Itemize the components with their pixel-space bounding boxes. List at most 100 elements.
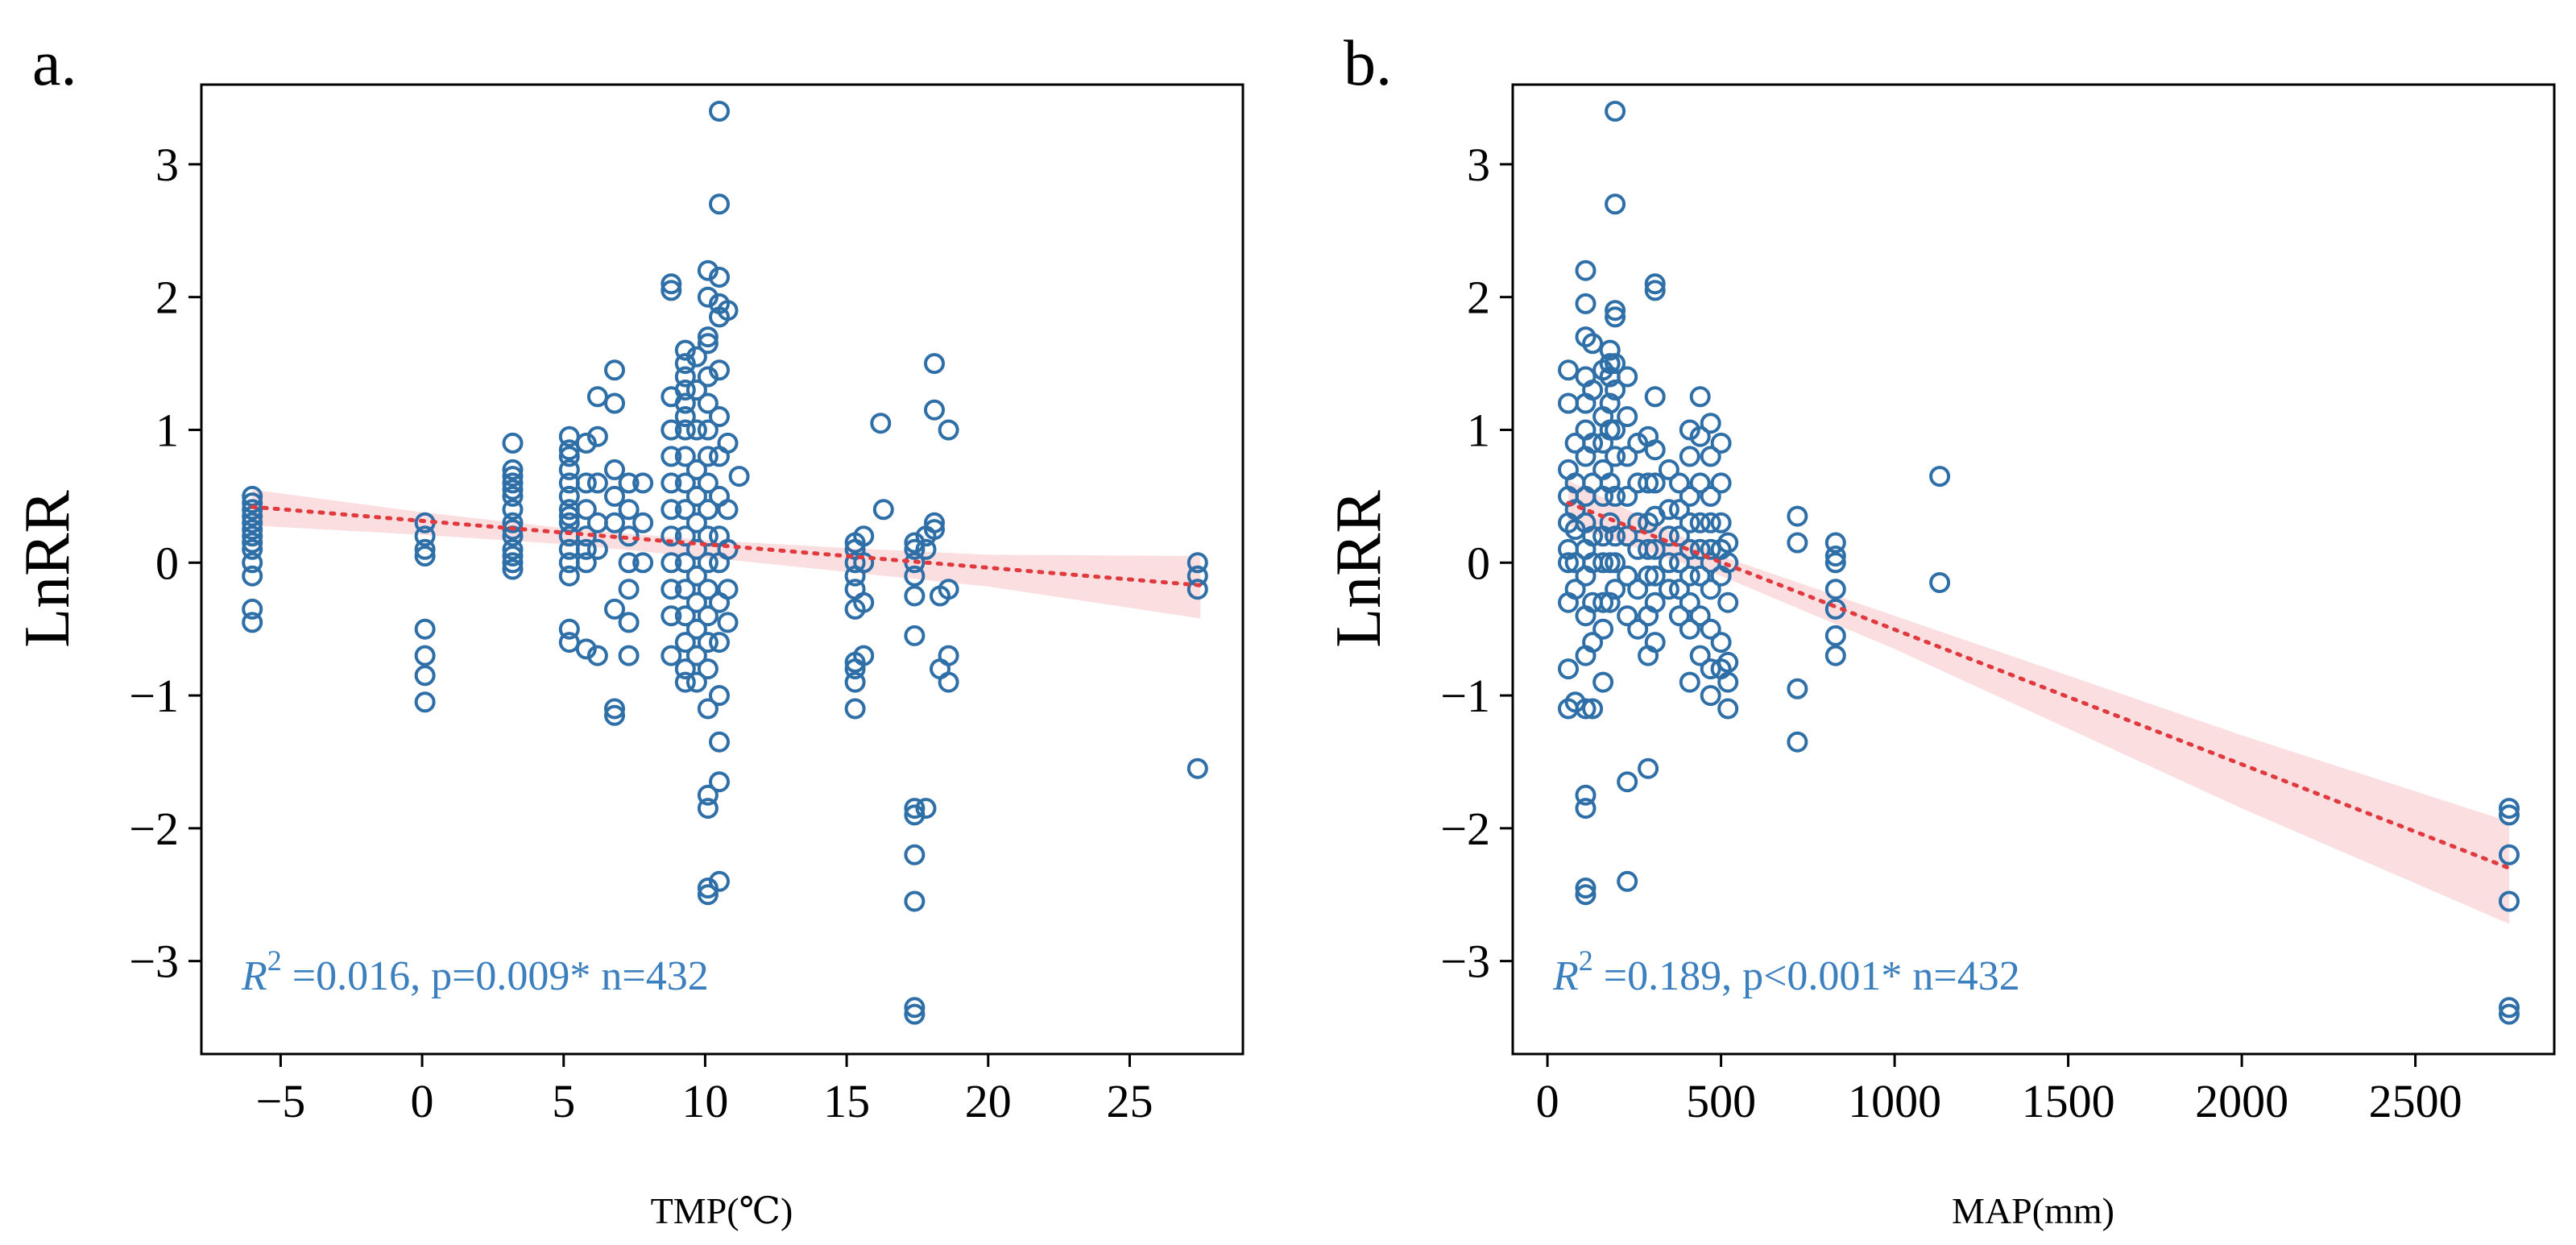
data-point (844, 698, 866, 720)
data-point (697, 366, 719, 388)
data-point (709, 359, 730, 381)
data-point (904, 1003, 926, 1025)
data-point (661, 499, 682, 521)
points-b (1558, 101, 2520, 1025)
data-point (697, 472, 719, 494)
data-point (674, 339, 696, 361)
data-point (697, 392, 719, 414)
y-tick-label: 3 (1467, 139, 1490, 191)
data-point (674, 353, 696, 375)
data-point (1644, 439, 1666, 461)
data-point (604, 512, 625, 533)
data-point (697, 259, 719, 281)
data-point (502, 499, 524, 521)
data-point (685, 419, 707, 441)
data-point (1627, 432, 1649, 454)
data-point (242, 492, 263, 514)
data-point (242, 612, 263, 633)
data-point (586, 472, 608, 494)
x-ticks-b: 0 500 1000 1500 2000 2500 (1536, 1054, 2462, 1127)
data-point (674, 632, 696, 654)
data-point (1627, 512, 1649, 533)
data-point (1644, 632, 1666, 654)
data-point (1617, 366, 1638, 388)
data-point (661, 472, 682, 494)
data-point (1717, 651, 1739, 673)
x-tick-label: 2000 (2195, 1075, 2288, 1127)
y-ticks-a: −3 −2 −1 0 1 2 3 (129, 139, 201, 988)
data-point (915, 798, 937, 820)
y-tick-label: 1 (155, 404, 179, 456)
x-tick-label: −5 (256, 1075, 306, 1127)
data-point (1658, 499, 1679, 521)
data-point (1700, 538, 1721, 560)
x-tick-label: 1000 (1848, 1075, 1941, 1127)
data-point (697, 552, 719, 574)
data-point (586, 512, 608, 533)
data-point (685, 346, 707, 367)
data-point (1679, 591, 1700, 613)
data-point (685, 485, 707, 507)
data-point (242, 598, 263, 620)
data-point (844, 671, 866, 693)
data-point (938, 419, 959, 441)
data-point (717, 612, 739, 633)
data-point (661, 552, 682, 574)
data-point (685, 645, 707, 666)
data-point (1717, 591, 1739, 613)
p-value-b: p<0.001* (1742, 953, 1902, 999)
n-value-a: n=432 (601, 953, 708, 999)
data-point (1605, 353, 1626, 375)
data-point (1658, 459, 1679, 480)
data-point (618, 612, 640, 633)
data-point (697, 605, 719, 627)
data-point (618, 472, 640, 494)
data-point (717, 300, 739, 322)
data-point (938, 579, 959, 600)
panel-label-b: b. (1344, 28, 1392, 99)
data-point (1689, 605, 1711, 627)
data-point (1824, 546, 1846, 566)
data-point (618, 645, 640, 666)
data-point (632, 552, 654, 574)
data-point (502, 485, 524, 507)
data-point (1700, 485, 1721, 507)
plot-frame-b (1511, 83, 2556, 1056)
data-point (685, 512, 707, 533)
y-axis-label-a: LnRR (12, 490, 83, 648)
data-point (1689, 645, 1711, 666)
data-point (558, 446, 580, 467)
data-point (502, 472, 524, 494)
data-point (1717, 532, 1739, 554)
data-point (661, 605, 682, 627)
data-point (1929, 466, 1951, 488)
data-point (1638, 757, 1659, 779)
data-point (1575, 293, 1597, 314)
y-tick-label: −2 (129, 803, 179, 855)
data-point (1617, 485, 1638, 507)
data-point (697, 446, 719, 467)
data-point (1617, 446, 1638, 467)
y-tick-label: −1 (1440, 670, 1490, 722)
data-point (1564, 579, 1586, 600)
data-point (1668, 499, 1690, 521)
data-point (1605, 300, 1626, 322)
data-point (1599, 591, 1621, 613)
trend-line-b (1566, 500, 2512, 870)
data-point (575, 525, 597, 547)
data-point (661, 446, 682, 467)
y-tick-label: 3 (155, 139, 179, 191)
data-point (1824, 532, 1846, 554)
x-tick-label: 2500 (2369, 1075, 2462, 1127)
data-point (1558, 392, 1579, 414)
data-point (904, 532, 926, 554)
data-point (924, 519, 945, 541)
data-point (1710, 632, 1732, 654)
data-point (844, 552, 866, 574)
data-point (674, 419, 696, 441)
data-point (242, 552, 263, 574)
data-point (674, 380, 696, 400)
data-point (1679, 446, 1700, 467)
data-point (1668, 605, 1690, 627)
data-point (604, 698, 625, 720)
